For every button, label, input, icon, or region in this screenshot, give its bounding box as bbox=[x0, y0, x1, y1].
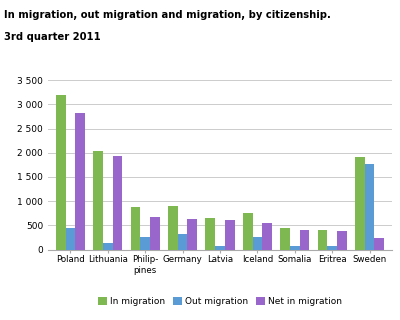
Bar bbox=[75, 113, 85, 250]
Bar bbox=[365, 164, 374, 250]
Bar bbox=[215, 246, 225, 250]
Text: In migration, out migration and migration, by citizenship.: In migration, out migration and migratio… bbox=[4, 10, 331, 20]
Bar bbox=[243, 213, 252, 250]
Bar bbox=[103, 243, 113, 250]
Bar bbox=[225, 220, 234, 250]
Bar bbox=[355, 156, 365, 250]
Bar bbox=[318, 230, 327, 250]
Bar bbox=[337, 231, 347, 250]
Bar bbox=[374, 238, 384, 250]
Bar bbox=[290, 246, 300, 250]
Bar bbox=[56, 95, 66, 250]
Bar bbox=[66, 228, 75, 250]
Bar bbox=[252, 236, 262, 250]
Text: 3rd quarter 2011: 3rd quarter 2011 bbox=[4, 32, 101, 42]
Bar bbox=[188, 219, 197, 250]
Bar bbox=[113, 156, 122, 250]
Bar bbox=[93, 151, 103, 250]
Bar bbox=[327, 246, 337, 250]
Bar bbox=[206, 218, 215, 250]
Bar bbox=[178, 234, 188, 250]
Bar bbox=[300, 230, 309, 250]
Bar bbox=[140, 237, 150, 250]
Bar bbox=[168, 205, 178, 250]
Bar bbox=[262, 223, 272, 250]
Legend: In migration, Out migration, Net in migration: In migration, Out migration, Net in migr… bbox=[94, 293, 346, 310]
Bar bbox=[280, 228, 290, 250]
Bar bbox=[150, 217, 160, 250]
Bar bbox=[131, 207, 140, 250]
